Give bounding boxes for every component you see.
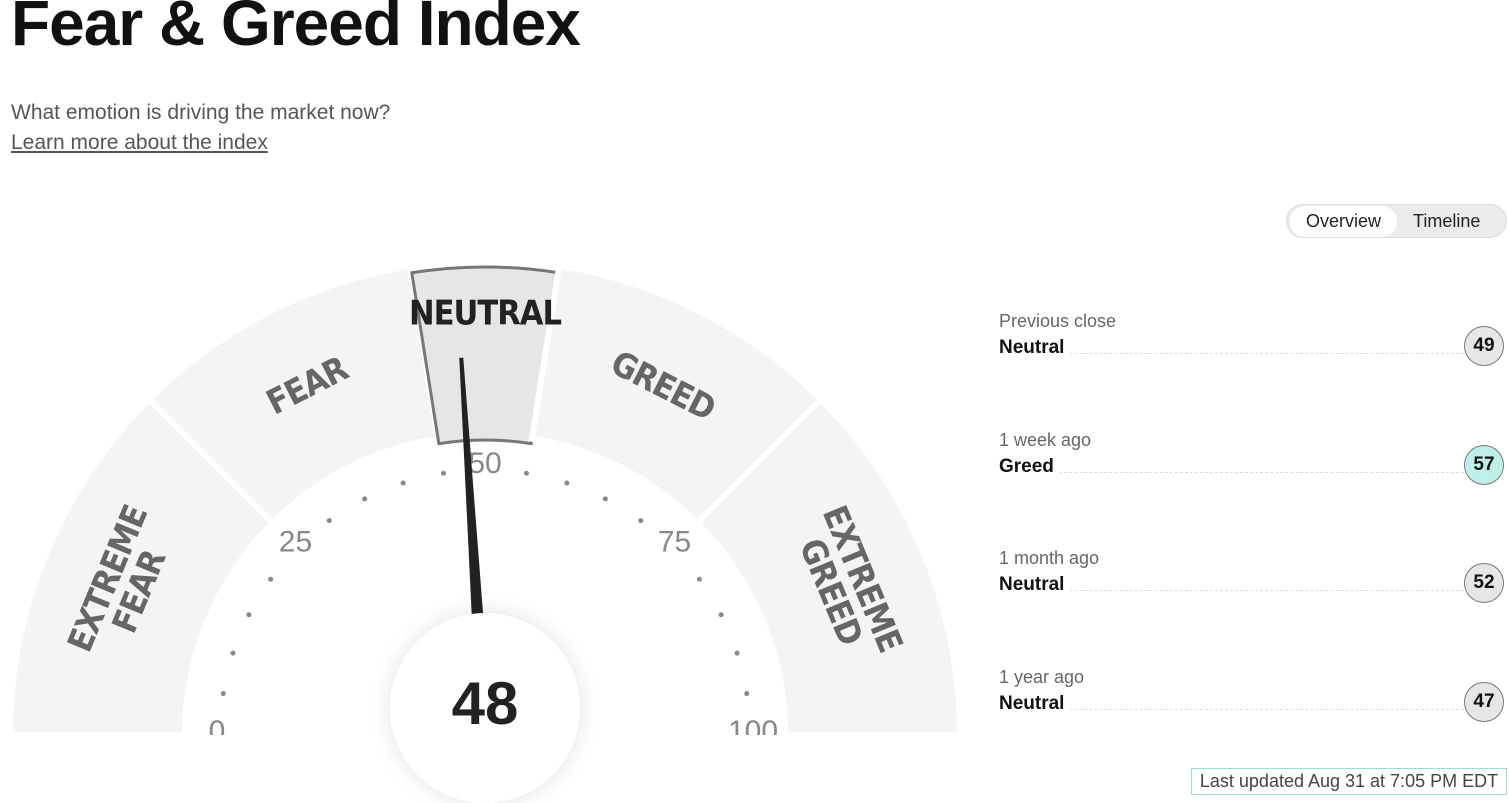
tick-dot <box>564 480 570 486</box>
history-value: 57 <box>1464 444 1504 485</box>
tick-dot <box>441 470 447 476</box>
history-row: 1 year ago Neutral 47 <box>999 667 1504 727</box>
history-rating: Greed <box>999 455 1060 478</box>
history-value: 47 <box>1464 681 1504 722</box>
history-row: 1 month ago Neutral 52 <box>999 548 1504 608</box>
tick-dot <box>400 480 406 486</box>
zone-label: NEUTRAL <box>409 294 561 334</box>
title: Fear & Greed Index <box>11 0 581 59</box>
tick-dot <box>718 612 724 618</box>
zone <box>692 394 960 735</box>
leader-line <box>999 471 1464 473</box>
tick-dot <box>602 496 608 502</box>
tick-dot <box>246 612 252 618</box>
history-row: 1 week ago Greed 57 <box>999 430 1504 490</box>
tick-dot <box>696 576 702 582</box>
last-updated: Last updated Aug 31 at 7:05 PM EDT <box>1191 768 1507 795</box>
history-label: 1 month ago <box>999 548 1100 568</box>
tick-dot <box>230 650 236 656</box>
tick-label: 0 <box>209 715 226 748</box>
value-circle <box>390 613 580 803</box>
needle <box>459 357 485 636</box>
subtitle: What emotion is driving the market now? <box>11 101 391 124</box>
tick-dot <box>523 470 529 476</box>
tabs: Overview Timeline <box>1286 204 1507 238</box>
tick-dot <box>268 576 274 582</box>
tick-dot <box>220 691 226 697</box>
tick-label: 50 <box>468 447 501 480</box>
history-rating: Neutral <box>999 692 1071 715</box>
leader-line <box>999 590 1464 591</box>
tab[interactable]: Overview <box>1290 205 1398 237</box>
tick-dot <box>638 518 644 524</box>
tick-label: 25 <box>279 525 312 558</box>
history-label: 1 year ago <box>999 666 1085 687</box>
tick-label: 75 <box>658 525 691 558</box>
leader-line <box>999 708 1464 710</box>
tick-label: 100 <box>728 715 778 748</box>
history-row: Previous close Neutral 49 <box>999 311 1504 371</box>
history-rating: Neutral <box>999 337 1071 359</box>
tick-dot <box>744 691 750 697</box>
gauge: EXTREMEFEARFEARNEUTRALGREEDEXTREMEGREED0… <box>10 262 960 803</box>
tick-dot <box>326 518 332 524</box>
tab[interactable]: Timeline <box>1413 210 1481 231</box>
history-value: 52 <box>1464 563 1504 603</box>
tick-dot <box>734 650 740 656</box>
history-rating: Neutral <box>999 574 1071 596</box>
learn-more-link[interactable]: Learn more about the index <box>11 131 268 154</box>
tick-dot <box>362 496 368 502</box>
leader-line <box>999 353 1464 354</box>
history-label: 1 week ago <box>999 429 1092 450</box>
value: 48 <box>452 670 519 737</box>
zone <box>144 262 442 528</box>
history-label: Previous close <box>999 311 1117 331</box>
history-value: 49 <box>1464 326 1504 366</box>
